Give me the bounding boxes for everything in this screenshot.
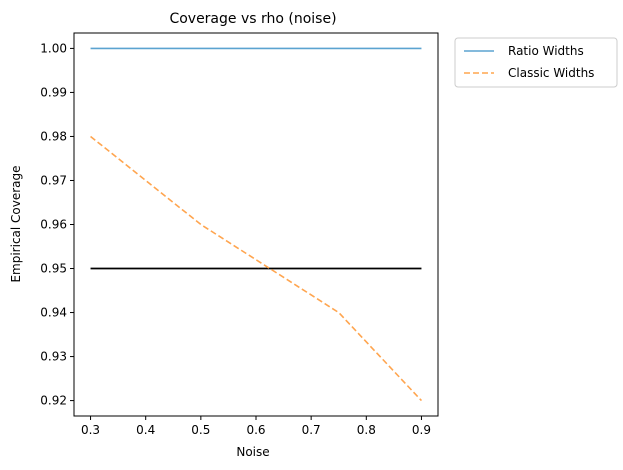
series-line-classic-widths <box>90 135 423 402</box>
y-tick-label: 0.92 <box>40 394 67 408</box>
plot-area: 0.3 0.4 0.5 0.6 0.7 0.8 0.9 0.92 0.93 0.94 0.95 0.9… <box>40 32 439 437</box>
legend-box <box>454 37 618 88</box>
y-tick-label: 0.93 <box>40 350 67 364</box>
legend-label: Ratio Widths <box>508 44 584 58</box>
x-tick-label: 0.6 <box>246 423 265 437</box>
legend: Ratio Widths Classic Widths <box>454 37 618 88</box>
x-tick-label: 0.9 <box>412 423 431 437</box>
y-tick-label: 0.98 <box>40 129 67 143</box>
y-tick-label: 0.95 <box>40 262 67 276</box>
y-axis-label: Empirical Coverage <box>9 165 23 282</box>
chart-title: Coverage vs rho (noise) <box>169 11 336 27</box>
x-tick-label: 0.8 <box>357 423 376 437</box>
y-tick-label: 0.97 <box>40 173 67 187</box>
y-tick-label: 0.96 <box>40 218 67 232</box>
y-tick-label: 0.94 <box>40 306 67 320</box>
y-tick-label: 0.99 <box>40 85 67 99</box>
x-tick-label: 0.5 <box>191 423 210 437</box>
x-tick-label: 0.4 <box>136 423 155 437</box>
y-tick-label: 1.00 <box>40 41 67 55</box>
x-tick-label: 0.7 <box>302 423 321 437</box>
legend-label: Classic Widths <box>508 66 594 80</box>
x-tick-label: 0.3 <box>81 423 100 437</box>
x-axis-label: Noise <box>236 445 269 459</box>
